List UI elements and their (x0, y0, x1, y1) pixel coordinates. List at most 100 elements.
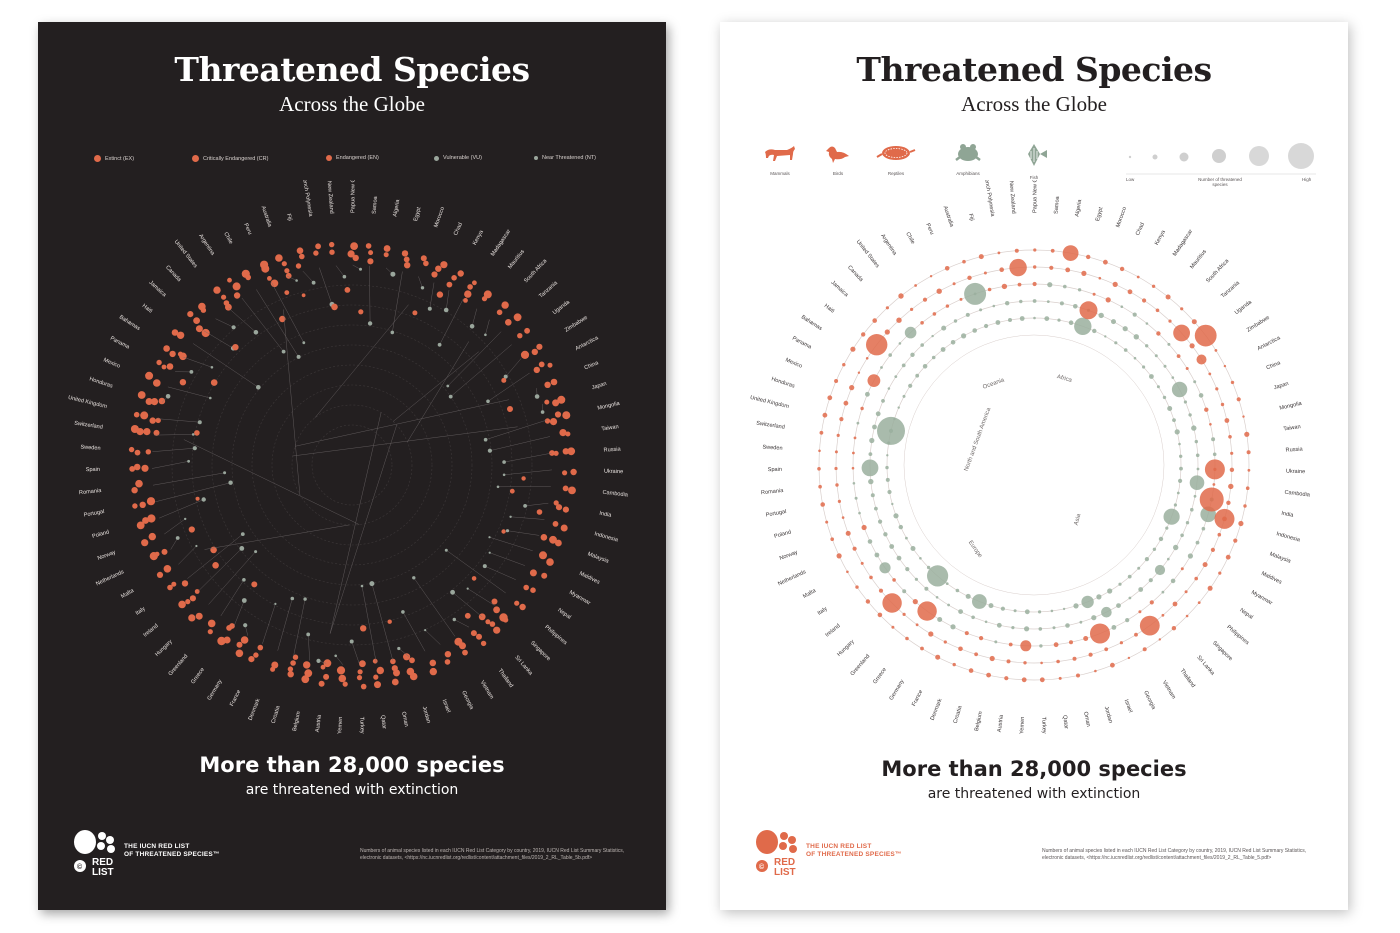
endangered-dot (131, 487, 138, 494)
mammal-bird-bubble (1242, 415, 1245, 418)
endangered-dot (513, 313, 522, 322)
country-label: India (1281, 511, 1295, 519)
country-label: Chile (222, 231, 233, 245)
amphibian-fish-bubble (924, 586, 929, 591)
mammal-bird-bubble (1202, 562, 1208, 568)
amphibian-fish-bubble (1032, 299, 1037, 303)
vulnerable-dot (444, 548, 448, 552)
country-label: Mexico (102, 357, 121, 369)
endangered-dot (261, 264, 270, 273)
link-line (167, 386, 211, 399)
country-label: Jordan (421, 706, 432, 724)
endangered-dot (323, 673, 330, 680)
link-line (152, 448, 195, 452)
vulnerable-dot (360, 584, 364, 588)
endangered-dot (141, 539, 149, 547)
endangered-dot (544, 418, 551, 424)
legend-item-vu: Vulnerable (VU) (434, 155, 482, 161)
legend-dot-icon (534, 156, 538, 160)
amphibian-fish-bubble (905, 536, 908, 540)
link-line (308, 634, 310, 661)
mammal-bird-bubble (860, 561, 864, 565)
country-label: Panama (791, 336, 813, 351)
highlight-bubble (1204, 459, 1225, 480)
mammal-bird-bubble (1168, 319, 1172, 323)
amphibian-fish-bubble (1068, 320, 1074, 325)
amphibian-fish-bubble (1190, 507, 1194, 512)
country-label: Malaysia (587, 551, 611, 565)
country-label: Austria (315, 714, 323, 733)
amphibian-fish-bubble (1104, 335, 1107, 338)
endangered-dot (552, 399, 560, 407)
country-label: Netherlands (95, 569, 125, 587)
vulnerable-dot (496, 485, 500, 489)
endangered-dot (546, 558, 554, 566)
country-label: Denmark (248, 698, 262, 721)
country-label: Nepal (1238, 607, 1253, 620)
endangered-dot (236, 641, 243, 648)
mammal-bird-bubble (932, 312, 937, 316)
mammal-bird-bubble (1020, 640, 1032, 652)
country-label: Ukraine (604, 469, 623, 475)
amphibian-fish-bubble (1165, 526, 1169, 530)
subheadline: are threatened with extinction (245, 782, 459, 798)
mammal-bird-bubble (898, 293, 904, 299)
endangered-dot (153, 379, 161, 387)
country-label: Jamaica (830, 280, 850, 299)
endangered-dot (137, 391, 146, 399)
mammal-bird-bubble (842, 363, 846, 367)
mammal-bird-bubble (1127, 656, 1131, 660)
amphibian-fish-bubble (1191, 425, 1197, 431)
endangered-dot (267, 276, 272, 281)
endangered-dot (565, 431, 571, 437)
endangered-dot (436, 291, 444, 298)
vulnerable-dot (192, 446, 197, 451)
endangered-dot (554, 411, 562, 418)
mammal-bird-bubble (1226, 500, 1231, 505)
amphibian-fish-bubble (988, 603, 994, 609)
endangered-dot (501, 301, 509, 309)
amphibian-fish-bubble (1179, 466, 1183, 471)
country-label: Myanmar (568, 590, 591, 607)
endangered-dot (560, 524, 568, 532)
amphibian-fish-bubble (894, 375, 898, 378)
country-label: South Africa (1205, 258, 1231, 285)
link-line (183, 439, 360, 525)
country-label: Belgium (974, 710, 984, 731)
vulnerable-dot (488, 551, 491, 554)
amphibian-fish-bubble (927, 565, 949, 587)
vulnerable-dot (540, 410, 545, 414)
vulnerable-dot (412, 576, 416, 580)
vulnerable-dot (342, 274, 347, 279)
mammal-bird-bubble (1230, 451, 1234, 455)
endangered-dot (462, 649, 468, 656)
endangered-dot (365, 243, 372, 249)
amphibian-fish-bubble (898, 342, 902, 345)
legend-label: Endangered (EN) (336, 155, 379, 161)
amphibian-fish-bubble (1154, 354, 1158, 358)
vulnerable-dot (195, 544, 198, 548)
country-label: Samoa (1053, 195, 1061, 214)
amphibian-fish-bubble (1138, 587, 1144, 592)
endangered-dot (245, 274, 251, 281)
mammal-bird-bubble (1001, 283, 1008, 290)
endangered-dot (145, 449, 151, 455)
mammal-bird-bubble (1218, 571, 1222, 575)
mammal-bird-bubble (1204, 407, 1209, 412)
amphibian-fish-bubble (935, 596, 939, 599)
amphibian-fish-bubble (1125, 618, 1130, 623)
endangered-dot (524, 327, 530, 334)
amphibian-fish-bubble (931, 355, 936, 360)
amphibian-fish-bubble (1116, 603, 1121, 608)
amphibian-fish-bubble (898, 524, 903, 530)
endangered-dot (134, 449, 141, 456)
country-labels: Samoa Algeria Egypt Morocco Chad Kenya Madagas… (67, 180, 629, 734)
mammal-bird-bubble (836, 553, 842, 559)
amphibian-fish-bubble (1098, 312, 1104, 319)
mammal-bird-bubble (1069, 640, 1073, 645)
amphibian-fish-bubble (1120, 305, 1124, 308)
legend-dot-icon (94, 155, 101, 162)
amphibian-fish-bubble (994, 640, 998, 644)
mammal-bird-bubble (1155, 308, 1160, 313)
amphibian-fish-bubble (919, 557, 922, 560)
